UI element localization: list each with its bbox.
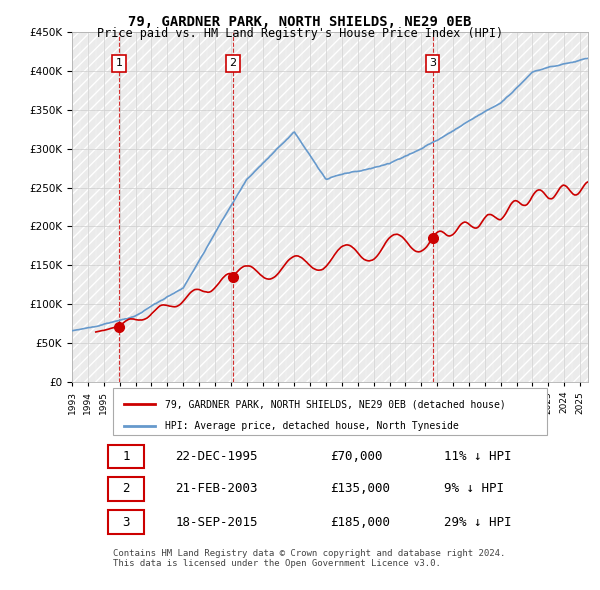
Text: 11% ↓ HPI: 11% ↓ HPI xyxy=(443,450,511,463)
Text: 79, GARDNER PARK, NORTH SHIELDS, NE29 0EB: 79, GARDNER PARK, NORTH SHIELDS, NE29 0E… xyxy=(128,15,472,29)
Text: 3: 3 xyxy=(429,58,436,68)
Text: 2: 2 xyxy=(229,58,236,68)
Text: 79, GARDNER PARK, NORTH SHIELDS, NE29 0EB (detached house): 79, GARDNER PARK, NORTH SHIELDS, NE29 0E… xyxy=(165,399,506,409)
Text: Price paid vs. HM Land Registry's House Price Index (HPI): Price paid vs. HM Land Registry's House … xyxy=(97,27,503,40)
FancyBboxPatch shape xyxy=(113,388,547,435)
Text: 21-FEB-2003: 21-FEB-2003 xyxy=(175,482,258,496)
Text: 9% ↓ HPI: 9% ↓ HPI xyxy=(443,482,503,496)
FancyBboxPatch shape xyxy=(108,510,144,534)
Text: Contains HM Land Registry data © Crown copyright and database right 2024.
This d: Contains HM Land Registry data © Crown c… xyxy=(113,549,506,568)
FancyBboxPatch shape xyxy=(108,477,144,500)
Text: £70,000: £70,000 xyxy=(330,450,383,463)
Text: 3: 3 xyxy=(122,516,130,529)
FancyBboxPatch shape xyxy=(108,445,144,468)
Text: 1: 1 xyxy=(122,450,130,463)
Text: 1: 1 xyxy=(116,58,122,68)
Text: £135,000: £135,000 xyxy=(330,482,390,496)
Text: 22-DEC-1995: 22-DEC-1995 xyxy=(175,450,258,463)
Text: £185,000: £185,000 xyxy=(330,516,390,529)
Text: 2: 2 xyxy=(122,482,130,496)
Text: HPI: Average price, detached house, North Tyneside: HPI: Average price, detached house, Nort… xyxy=(165,421,458,431)
Text: 18-SEP-2015: 18-SEP-2015 xyxy=(175,516,258,529)
Text: 29% ↓ HPI: 29% ↓ HPI xyxy=(443,516,511,529)
